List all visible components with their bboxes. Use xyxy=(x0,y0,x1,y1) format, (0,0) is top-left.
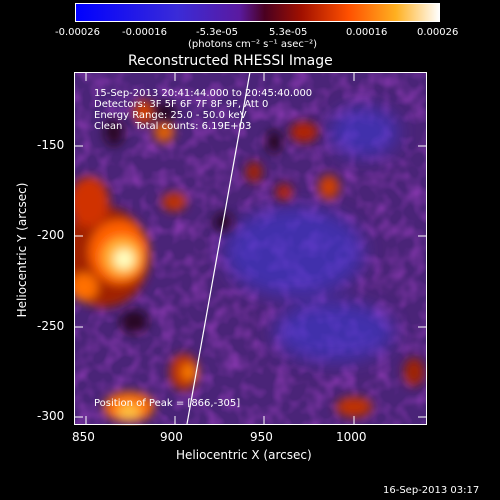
colorbar-tick: -0.00016 xyxy=(122,27,167,38)
x-axis-ticks xyxy=(85,73,355,424)
x-tick-label: 850 xyxy=(72,430,95,444)
x-axis-label: Heliocentric X (arcsec) xyxy=(176,448,312,462)
colorbar-tick: 5.3e-05 xyxy=(269,27,308,38)
peak-position: Position of Peak = [866,-305] xyxy=(94,398,241,409)
y-tick-label: -250 xyxy=(37,319,65,333)
low-emission-region xyxy=(224,107,399,362)
image-panel xyxy=(74,72,426,425)
y-tick-label: -300 xyxy=(37,409,65,423)
dark-regions xyxy=(104,102,282,334)
total-counts: Total counts: 6.19E+03 xyxy=(135,121,252,132)
footer-date: 16-Sep-2013 03:17 xyxy=(383,485,480,496)
colorbar xyxy=(75,3,440,22)
x-tick-label: 950 xyxy=(250,430,273,444)
figure-title: Reconstructed RHESSI Image xyxy=(128,53,333,69)
annotation-block: 15-Sep-2013 20:41:44.000 to 20:45:40.000… xyxy=(94,88,312,132)
hard-xray-source xyxy=(74,100,424,422)
detectors: Detectors: 3F 5F 6F 7F 8F 9F, Att 0 xyxy=(94,99,269,110)
y-tick-label: -200 xyxy=(37,228,65,242)
colorbar-tick: 0.00016 xyxy=(346,27,388,38)
y-axis-ticks xyxy=(75,145,426,418)
colorbar-tick: 0.00026 xyxy=(417,27,459,38)
time-range: 15-Sep-2013 20:41:44.000 to 20:45:40.000 xyxy=(94,88,313,99)
colorbar-tick: -5.3e-05 xyxy=(196,27,238,38)
method: Clean xyxy=(94,121,123,132)
x-tick-label: 1000 xyxy=(336,430,367,444)
energy-range: Energy Range: 25.0 - 50.0 keV xyxy=(94,110,247,121)
colorbar-unit-label: (photons cm⁻² s⁻¹ asec⁻²) xyxy=(188,39,318,50)
y-tick-label: -150 xyxy=(37,138,65,152)
x-tick-label: 900 xyxy=(160,430,183,444)
colorbar-tick: -0.00026 xyxy=(55,27,100,38)
y-axis-label: Heliocentric Y (arcsec) xyxy=(15,182,29,318)
method-and-counts: Clean Total counts: 6.19E+03 xyxy=(94,121,312,132)
solar-limb xyxy=(186,72,251,425)
